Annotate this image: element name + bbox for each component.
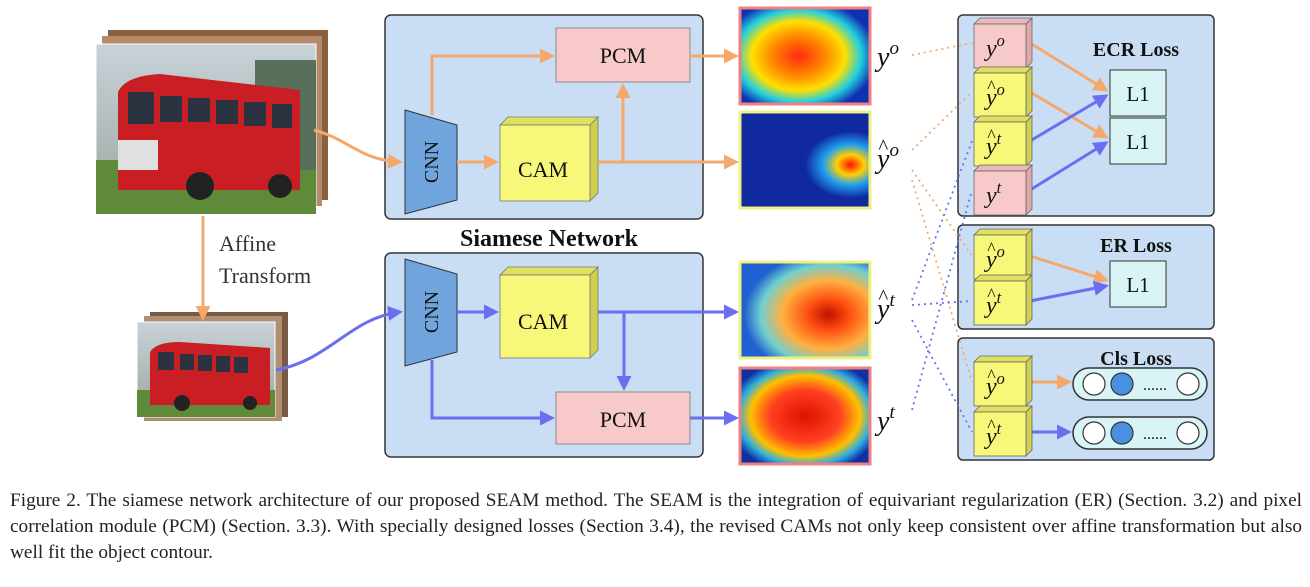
svg-text:^: ^	[987, 77, 996, 97]
upper-cam-block: CAM	[499, 116, 599, 202]
svg-text:^: ^	[987, 366, 996, 386]
upper-branch-arrows	[313, 48, 739, 170]
output-label-yhat-t: yt^	[874, 284, 895, 325]
cls-input-yhat-t: yt^	[973, 405, 1033, 457]
original-image-stack	[95, 30, 328, 215]
ecr-input-y-t: yt	[973, 164, 1033, 216]
ecr-loss-title: ECR Loss	[1093, 39, 1179, 61]
bus-image	[96, 60, 316, 214]
svg-text:......: ......	[1143, 426, 1167, 443]
top-cam-heatmap	[738, 110, 872, 210]
ecr-input-yhat-t: yt^	[973, 115, 1033, 167]
svg-text:L1: L1	[1126, 273, 1149, 297]
svg-text:PCM: PCM	[600, 43, 646, 68]
ecr-l1-bottom: L1	[1109, 117, 1167, 165]
output-label-y-t: yt	[874, 402, 895, 437]
ecr-input-yhat-o: yo^	[973, 66, 1033, 118]
loss-connections	[1029, 41, 1109, 440]
ecr-l1-top: L1	[1109, 69, 1167, 117]
caption-text: Figure 2. The siamese network architectu…	[10, 490, 1302, 563]
cls-input-yhat-o: yo^	[973, 355, 1033, 407]
cls-prediction-top: ......	[1072, 367, 1208, 401]
svg-text:L1: L1	[1126, 130, 1149, 154]
svg-text:^: ^	[987, 239, 996, 259]
lower-branch-arrows	[275, 304, 739, 426]
er-input-yhat-o: yo^	[973, 228, 1033, 280]
bus-image-small	[137, 342, 275, 417]
svg-text:^: ^	[987, 416, 996, 436]
bottom-cam-heatmap	[738, 260, 872, 360]
svg-text:CNN: CNN	[421, 141, 443, 183]
bottom-pcm-heatmap	[738, 366, 872, 466]
er-input-yhat-t: yt^	[973, 274, 1033, 326]
svg-text:^: ^	[987, 285, 996, 305]
svg-text:PCM: PCM	[600, 407, 646, 432]
output-label-yhat-o: yo^	[874, 134, 899, 175]
seam-architecture-diagram: Affine Transform Siamese Network CNN CAM…	[95, 6, 1215, 466]
svg-text:CAM: CAM	[518, 309, 568, 334]
top-pcm-heatmap	[738, 6, 872, 106]
lower-cnn-block: CNN	[404, 258, 458, 367]
dotted-cross-connections	[911, 42, 973, 433]
transformed-image-stack	[136, 312, 288, 421]
er-loss-title: ER Loss	[1100, 235, 1172, 257]
affine-label-line1: Affine	[219, 231, 276, 256]
svg-text:^: ^	[878, 134, 888, 158]
svg-text:yt: yt	[874, 402, 895, 437]
siamese-network-title: Siamese Network	[460, 226, 639, 252]
svg-text:L1: L1	[1126, 82, 1149, 106]
svg-text:CAM: CAM	[518, 157, 568, 182]
lower-cam-block: CAM	[499, 266, 599, 359]
affine-label-line2: Transform	[219, 263, 311, 288]
upper-pcm-block: PCM	[555, 27, 691, 83]
lower-pcm-block: PCM	[555, 391, 691, 445]
upper-cnn-block: CNN	[404, 109, 458, 215]
svg-text:......: ......	[1143, 377, 1167, 394]
er-l1: L1	[1109, 260, 1167, 308]
ecr-input-y-o: yo	[973, 17, 1033, 69]
figure-caption: Figure 2. The siamese network architectu…	[10, 488, 1302, 566]
cls-prediction-bottom: ......	[1072, 416, 1208, 450]
output-label-y-o: yo	[874, 38, 899, 73]
svg-text:CNN: CNN	[421, 291, 443, 333]
cls-loss-title: Cls Loss	[1100, 348, 1172, 370]
svg-text:yo: yo	[874, 38, 899, 73]
svg-text:^: ^	[987, 126, 996, 146]
svg-text:^: ^	[878, 284, 888, 308]
output-symbol-labels: yo yo^ yt^ yt	[874, 38, 899, 437]
